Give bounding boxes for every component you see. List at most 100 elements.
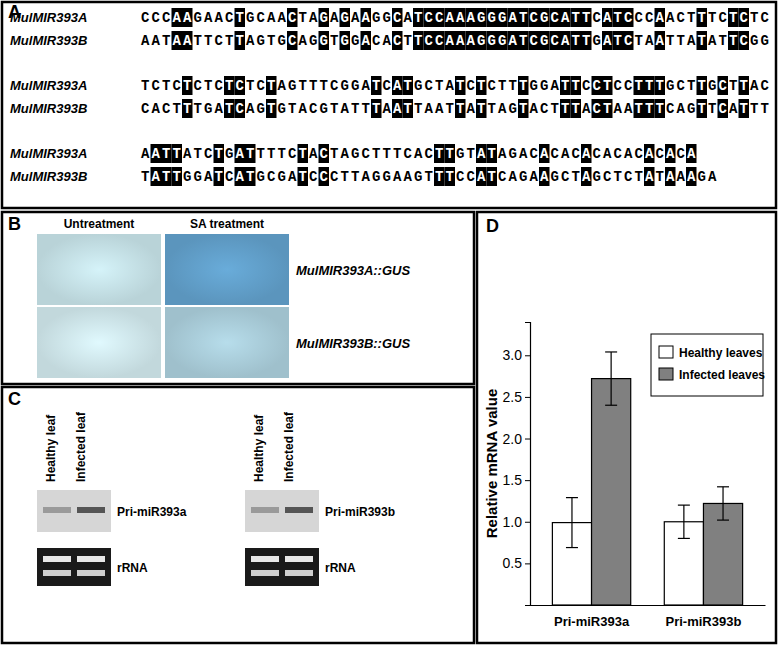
base: G [551, 169, 559, 185]
legend-label: Healthy leaves [679, 346, 763, 360]
identity-highlight [539, 167, 550, 186]
panel-label: D [486, 216, 499, 236]
lane-label: Infected leaf [74, 411, 88, 482]
base: G [530, 78, 538, 94]
base: T [173, 169, 181, 185]
base: A [509, 33, 518, 49]
blot-image [245, 548, 319, 586]
identity-highlight [539, 144, 550, 163]
base: A [467, 10, 476, 26]
base: T [162, 146, 170, 162]
identity-highlight [497, 8, 508, 27]
base: T [141, 169, 149, 185]
base: C [309, 169, 318, 185]
base: A [173, 10, 182, 26]
identity-highlight [623, 8, 634, 27]
identity-highlight [592, 99, 603, 118]
base: T [288, 101, 296, 117]
base: A [152, 33, 161, 49]
base: T [215, 169, 223, 185]
error-bar [605, 352, 617, 405]
identity-highlight [413, 31, 424, 50]
identity-highlight [392, 76, 403, 95]
identity-highlight [581, 31, 592, 50]
base: A [687, 146, 696, 162]
base: A [519, 146, 528, 162]
base: G [540, 10, 548, 26]
base: C [719, 10, 728, 26]
base: T [404, 101, 412, 117]
identity-highlight [361, 31, 372, 50]
panel-label: B [8, 214, 21, 234]
base: C [425, 33, 434, 49]
identity-highlight [571, 99, 582, 118]
sequence: TCTCTCTCTCTCTAGTTTCGGATCATGCTATCTCTTTGGA… [141, 78, 770, 94]
identity-highlight [613, 8, 624, 27]
base: C [530, 10, 539, 26]
base: C [498, 169, 507, 185]
identity-highlight [508, 31, 519, 50]
base: A [624, 101, 633, 117]
blot-image [37, 548, 111, 586]
bar [592, 379, 631, 605]
sequence-highlights [182, 99, 749, 118]
identity-highlight [592, 76, 603, 95]
base: A [624, 146, 633, 162]
base: A [467, 101, 476, 117]
y-tick-label: 3.0 [503, 347, 523, 363]
band-label: Pri-miR393b [325, 505, 395, 519]
base: A [561, 33, 570, 49]
error-bar-cap [678, 505, 690, 506]
base: T [309, 78, 317, 94]
identity-highlight [298, 144, 309, 163]
base: C [141, 101, 150, 117]
base: C [257, 10, 266, 26]
x-axis-line [531, 605, 766, 606]
identity-highlight [697, 99, 708, 118]
base: A [456, 33, 465, 49]
base: A [530, 169, 539, 185]
base: T [267, 101, 275, 117]
base: A [141, 146, 150, 162]
base: C [152, 10, 161, 26]
base: T [614, 33, 622, 49]
base: C [425, 10, 434, 26]
base: G [194, 10, 202, 26]
base: A [393, 78, 402, 94]
error-bar-cap [605, 405, 617, 406]
identity-highlight [529, 8, 540, 27]
base: A [404, 10, 413, 26]
sequence-name: MulMIR393A [10, 10, 87, 25]
error-bar [717, 487, 729, 520]
base: A [309, 10, 318, 26]
base: A [446, 10, 455, 26]
base: T [614, 10, 622, 26]
identity-highlight [224, 76, 235, 95]
base: A [677, 101, 686, 117]
identity-highlight [466, 31, 477, 50]
base: C [551, 10, 560, 26]
y-tick-label: 1.0 [503, 514, 523, 530]
identity-highlight [403, 99, 414, 118]
identity-highlight [697, 8, 708, 27]
error-bar-cap [717, 486, 729, 487]
base: T [236, 33, 244, 49]
base: A [152, 146, 161, 162]
base: C [677, 10, 686, 26]
base: C [624, 10, 633, 26]
base: C [488, 78, 497, 94]
identity-highlight [424, 31, 435, 50]
base: T [225, 78, 233, 94]
y-tick-label: 2.0 [503, 431, 523, 447]
identity-highlight [644, 76, 655, 95]
base: T [467, 146, 475, 162]
panel-frame [477, 212, 776, 643]
base: T [698, 101, 706, 117]
base: C [551, 33, 560, 49]
identity-highlight [266, 99, 277, 118]
base: C [614, 146, 623, 162]
figure: AMulMIR393ACCCAAGAACTGCAACTAGAGAAGGCATCC… [0, 0, 778, 645]
identity-highlight [340, 8, 351, 27]
sequence: AATTATCTGATTTTCTACTAGCTTTCACTTGTATAGACAC… [141, 146, 696, 162]
error-bar-stem [722, 487, 723, 520]
